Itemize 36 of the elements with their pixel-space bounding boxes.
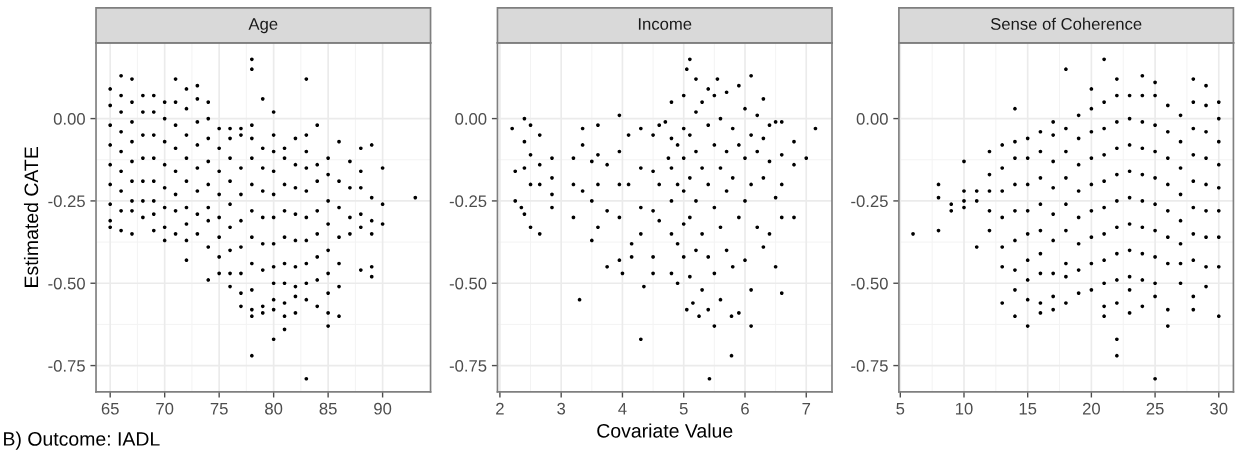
x-tick-label: 70: [156, 402, 174, 415]
y-tick-label: -0.75: [48, 359, 85, 372]
y-axis-title: Estimated CATE: [23, 147, 39, 287]
x-tick-label: 90: [374, 402, 392, 415]
chart-title: Sense of Coherence: [990, 17, 1142, 30]
y-tick-label: -0.25: [449, 195, 487, 208]
x-tick-label: 10: [955, 402, 973, 415]
y-tick-label: 0.00: [53, 112, 85, 125]
chart-title: Age: [248, 18, 278, 34]
chart-title: Income: [638, 18, 692, 30]
x-tick-label: 7: [802, 402, 811, 415]
y-tick-label: -0.50: [449, 277, 487, 290]
x-tick-label: 4: [618, 402, 627, 415]
x-tick-label: 6: [741, 402, 749, 415]
x-tick-label: 5: [896, 402, 905, 415]
x-axis-title: Covariate Value: [597, 423, 733, 438]
x-tick-label: 2: [496, 402, 504, 415]
text: B) Outcome: IADL: [4, 431, 160, 450]
x-tick-label: 3: [557, 402, 566, 415]
x-tick-label: 15: [1019, 402, 1037, 415]
x-tick-label: 65: [101, 402, 119, 415]
y-tick-label: -0.50: [48, 277, 85, 290]
y-tick-label: -0.75: [851, 359, 888, 372]
x-tick-label: 80: [265, 402, 283, 415]
x-tick-label: 85: [319, 402, 337, 415]
x-tick-label: 30: [1210, 402, 1228, 415]
x-tick-label: 25: [1146, 402, 1164, 415]
y-tick-label: -0.25: [851, 195, 888, 208]
x-tick-label: 20: [1082, 402, 1100, 415]
y-tick-label: 0.00: [455, 112, 487, 125]
y-tick-label: -0.75: [449, 359, 487, 372]
y-tick-label: -0.50: [851, 277, 888, 290]
x-tick-label: 75: [210, 402, 228, 415]
x-tick-label: 5: [679, 402, 688, 415]
y-tick-label: 0.00: [856, 112, 888, 125]
y-tick-label: -0.25: [48, 195, 85, 208]
